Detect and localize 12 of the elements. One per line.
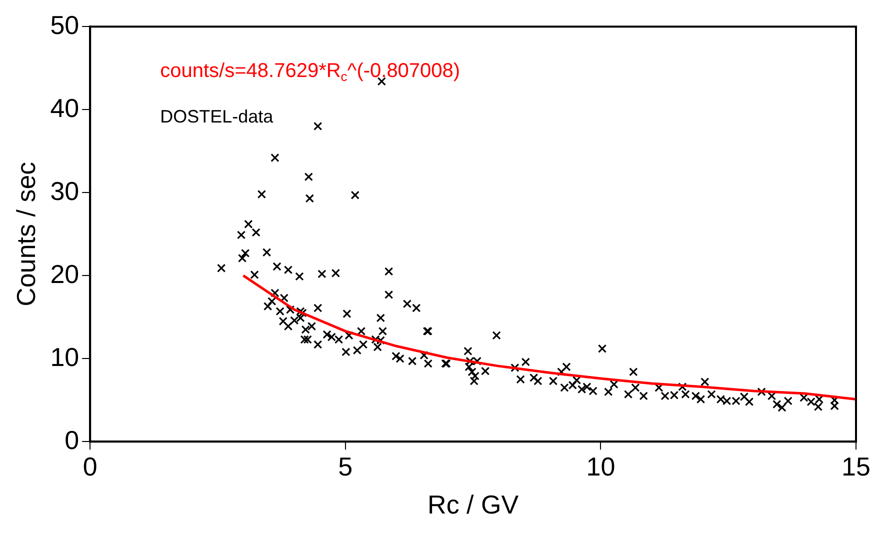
y-tick-label: 40 [50,92,80,123]
x-tick-label: 15 [842,451,870,482]
y-tick-label: 50 [50,10,80,40]
x-axis-title: Rc / GV [428,490,520,520]
y-tick-label: 30 [50,176,80,206]
y-tick-label: 20 [50,258,80,289]
y-tick-label: 0 [64,424,80,455]
x-tick-label: 5 [338,451,353,482]
series-label: DOSTEL-data [160,106,274,127]
x-tick-label: 10 [586,451,616,482]
y-tick-label: 10 [50,342,80,372]
y-axis-title: Counts / sec [10,162,41,306]
